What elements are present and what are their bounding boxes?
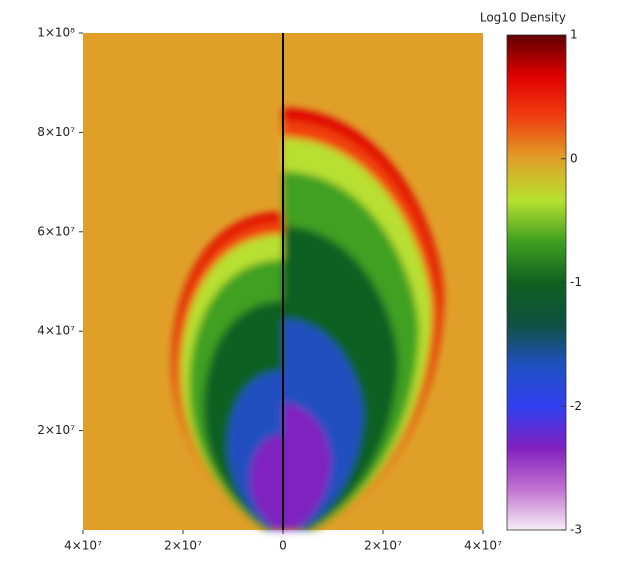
colorbar-tick-label: 0 (570, 151, 578, 165)
y-tick-label: 4×10⁷ (37, 324, 75, 338)
y-tick-label: 2×10⁷ (37, 423, 75, 437)
lobe-layer (249, 434, 283, 530)
x-tick-label: 4×10⁷ (464, 539, 502, 553)
y-tick-label: 8×10⁷ (37, 125, 75, 139)
density-field (83, 33, 483, 531)
colorbar (506, 34, 567, 531)
lobes (172, 108, 444, 531)
x-tick-label: 0 (279, 539, 287, 553)
colorbar-tick-label: 1 (570, 28, 578, 42)
x-tick-label: 2×10⁷ (164, 539, 202, 553)
x-tick-label: 4×10⁷ (64, 539, 102, 553)
y-tick-label: 6×10⁷ (37, 224, 75, 238)
lobe-layer (283, 403, 332, 530)
colorbar-tick-label: -3 (570, 523, 582, 537)
x-tick-label: 2×10⁷ (364, 539, 402, 553)
colorbar-tick-label: -2 (570, 399, 582, 413)
y-tick-label: 1×10⁸ (37, 26, 75, 40)
colorbar-tick-label: -1 (570, 275, 582, 289)
colorbar-title: Log10 Density (480, 11, 566, 25)
